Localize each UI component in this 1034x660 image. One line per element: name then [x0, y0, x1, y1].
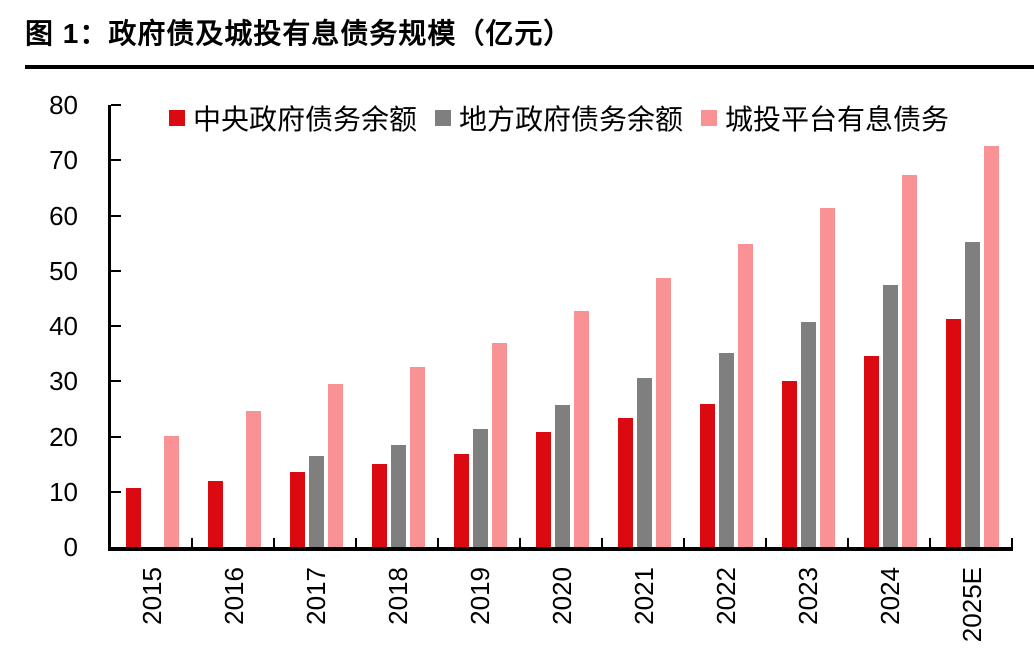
- legend-swatch-central-government-debt: [168, 110, 185, 126]
- x-tick-mark-7: [683, 538, 685, 547]
- bar-local-government-debt-2019: [473, 429, 488, 547]
- bar-central-government-debt-2022: [700, 404, 715, 547]
- bar-local-government-debt-2025E: [965, 242, 980, 547]
- x-tick-mark-9: [847, 538, 849, 547]
- bar-central-government-debt-2023: [782, 381, 797, 547]
- x-tick-mark-1: [191, 538, 193, 547]
- y-tick-mark-20: [111, 435, 121, 438]
- y-tick-mark-30: [111, 380, 121, 383]
- plot-area: [108, 104, 1013, 551]
- bar-central-government-debt-2025E: [946, 319, 961, 547]
- bar-central-government-debt-2016: [208, 481, 223, 547]
- x-axis-label-2024: 2024: [875, 567, 905, 625]
- bar-lgfv-interest-bearing-debt-2016: [246, 411, 261, 547]
- y-tick-label-50: 50: [49, 255, 78, 286]
- bar-lgfv-interest-bearing-debt-2025E: [984, 146, 999, 547]
- bar-lgfv-interest-bearing-debt-2022: [738, 244, 753, 547]
- legend-item-lgfv-interest-bearing-debt: 城投平台有息债务: [701, 98, 949, 138]
- bar-lgfv-interest-bearing-debt-2015: [164, 436, 179, 547]
- bar-local-government-debt-2022: [719, 353, 734, 547]
- bar-local-government-debt-2017: [309, 456, 324, 547]
- x-axis-label-2016: 2016: [219, 567, 249, 625]
- bar-lgfv-interest-bearing-debt-2017: [328, 384, 343, 547]
- y-tick-label-40: 40: [49, 311, 78, 341]
- x-axis-label-2021: 2021: [629, 567, 659, 625]
- bar-lgfv-interest-bearing-debt-2019: [492, 343, 507, 547]
- x-tick-mark-11: [1011, 538, 1013, 547]
- bar-lgfv-interest-bearing-debt-2021: [656, 278, 671, 547]
- y-tick-mark-50: [111, 269, 121, 272]
- x-axis-label-2019: 2019: [465, 567, 495, 625]
- bar-local-government-debt-2020: [555, 405, 570, 547]
- x-tick-mark-8: [765, 538, 767, 547]
- y-tick-label-70: 70: [49, 145, 78, 176]
- legend-label-lgfv-interest-bearing-debt: 城投平台有息债务: [725, 104, 950, 135]
- y-tick-mark-70: [111, 159, 121, 162]
- x-tick-mark-5: [519, 538, 521, 547]
- y-tick-label-10: 10: [49, 476, 78, 507]
- x-axis-label-2018: 2018: [383, 567, 413, 625]
- y-tick-mark-40: [111, 325, 121, 327]
- x-tick-mark-6: [601, 538, 603, 547]
- y-tick-label-30: 30: [49, 366, 78, 397]
- y-tick-label-20: 20: [49, 421, 78, 452]
- x-axis-label-2025E: 2025E: [957, 567, 987, 643]
- legend-label-central-government-debt: 中央政府债务余额: [192, 104, 417, 135]
- bar-central-government-debt-2018: [372, 464, 387, 547]
- x-axis-label-2022: 2022: [711, 567, 741, 625]
- bar-lgfv-interest-bearing-debt-2018: [410, 367, 425, 547]
- y-tick-label-80: 80: [49, 90, 78, 120]
- x-tick-mark-10: [929, 538, 931, 547]
- bar-central-government-debt-2020: [536, 432, 551, 547]
- bar-local-government-debt-2024: [883, 285, 898, 547]
- bar-central-government-debt-2019: [454, 454, 469, 547]
- legend-label-local-government-debt: 地方政府债务余额: [458, 104, 683, 135]
- legend-swatch-local-government-debt: [434, 110, 451, 126]
- bar-central-government-debt-2017: [290, 472, 305, 547]
- bar-central-government-debt-2015: [126, 488, 141, 547]
- legend-swatch-lgfv-interest-bearing-debt: [701, 110, 717, 126]
- y-tick-mark-60: [111, 214, 121, 217]
- chart-legend: 中央政府债务余额 地方政府债务余额 城投平台有息债务: [108, 100, 1010, 136]
- x-axis-label-2023: 2023: [793, 567, 823, 625]
- x-tick-mark-2: [273, 538, 275, 547]
- bar-central-government-debt-2021: [618, 418, 633, 547]
- y-tick-label-0: 0: [63, 532, 78, 562]
- figure-title: 图 1：政府债及城投有息债务规模（亿元）: [25, 18, 573, 49]
- legend-item-central-government-debt: 中央政府债务余额: [168, 98, 417, 138]
- bar-lgfv-interest-bearing-debt-2024: [902, 175, 917, 547]
- y-tick-mark-10: [111, 490, 121, 493]
- bar-central-government-debt-2024: [864, 356, 879, 547]
- x-tick-mark-3: [355, 538, 357, 547]
- y-tick-label-60: 60: [49, 200, 78, 231]
- title-divider: [25, 65, 1034, 69]
- x-axis-label-2015: 2015: [137, 567, 167, 625]
- legend-item-local-government-debt: 地方政府债务余额: [434, 98, 683, 138]
- y-tick-mark-80: [111, 104, 121, 106]
- bar-lgfv-interest-bearing-debt-2023: [820, 208, 835, 547]
- x-axis-label-2020: 2020: [547, 567, 577, 625]
- bar-local-government-debt-2023: [801, 322, 816, 547]
- bar-local-government-debt-2018: [391, 445, 406, 547]
- bar-local-government-debt-2021: [637, 378, 652, 547]
- bar-lgfv-interest-bearing-debt-2020: [574, 311, 589, 547]
- x-tick-mark-4: [437, 538, 439, 547]
- x-axis-label-2017: 2017: [301, 567, 331, 625]
